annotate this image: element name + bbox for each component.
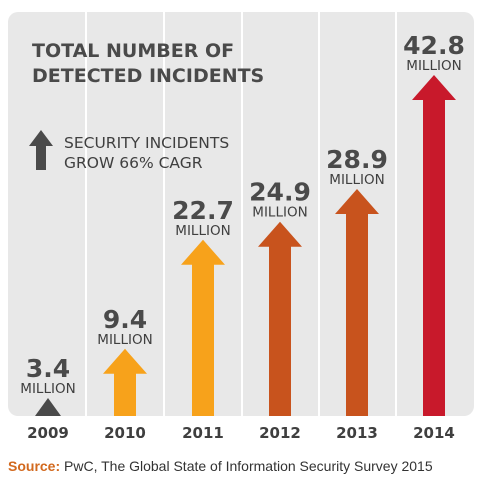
value-label-2013: 28.9 xyxy=(326,145,388,174)
value-label-2014: 42.8 xyxy=(403,31,465,60)
unit-label-2011: MILLION xyxy=(175,223,230,239)
unit-label-2014: MILLION xyxy=(406,58,461,74)
chart-title-line-2: DETECTED INCIDENTS xyxy=(32,65,264,87)
value-label-2012: 24.9 xyxy=(249,178,311,207)
column-dividers xyxy=(85,12,397,416)
bars xyxy=(35,75,456,416)
year-labels: 2009 2010 2011 2012 2013 2014 xyxy=(27,424,455,442)
annotation-line-1: SECURITY INCIDENTS xyxy=(64,134,229,152)
year-label-2012: 2012 xyxy=(259,424,301,442)
source-label: Source: xyxy=(8,458,61,474)
year-label-2009: 2009 xyxy=(27,424,69,442)
value-label-2010: 9.4 xyxy=(103,305,147,334)
value-label-2011: 22.7 xyxy=(172,196,234,225)
unit-label-2013: MILLION xyxy=(329,172,384,188)
chart-title-line-1: TOTAL NUMBER OF xyxy=(32,40,234,62)
source-note: Source: PwC, The Global State of Informa… xyxy=(8,458,433,474)
year-label-2014: 2014 xyxy=(413,424,455,442)
year-label-2011: 2011 xyxy=(182,424,224,442)
value-labels: 3.4MILLION9.4MILLION22.7MILLION24.9MILLI… xyxy=(20,31,465,397)
year-label-2010: 2010 xyxy=(104,424,146,442)
bar-arrow-2014 xyxy=(412,75,456,416)
bar-arrow-2010 xyxy=(103,348,147,416)
up-arrow-icon xyxy=(29,130,53,170)
unit-label-2010: MILLION xyxy=(97,332,152,348)
bar-arrow-2009 xyxy=(35,398,61,416)
year-label-2013: 2013 xyxy=(336,424,378,442)
unit-label-2009: MILLION xyxy=(20,381,75,397)
bar-arrow-2012 xyxy=(258,221,302,416)
bar-arrow-2013 xyxy=(335,188,379,416)
value-label-2009: 3.4 xyxy=(26,354,70,383)
annotation-line-2: GROW 66% CAGR xyxy=(64,154,203,172)
unit-label-2012: MILLION xyxy=(252,205,307,221)
bar-arrow-2011 xyxy=(181,239,225,416)
source-text: PwC, The Global State of Information Sec… xyxy=(60,458,433,474)
